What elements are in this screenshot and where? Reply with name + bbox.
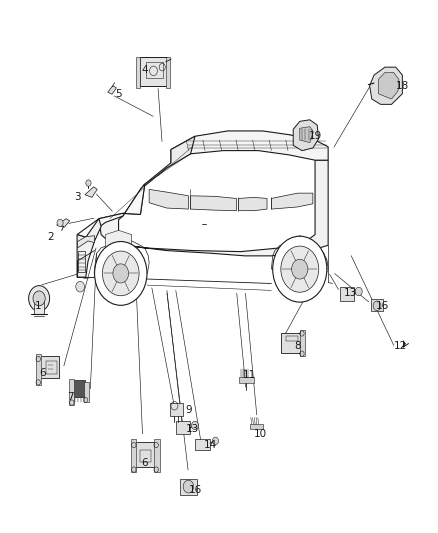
- Bar: [35, 354, 41, 384]
- Polygon shape: [77, 184, 145, 237]
- Polygon shape: [77, 219, 101, 277]
- Polygon shape: [108, 86, 117, 94]
- Text: 16: 16: [376, 301, 389, 311]
- Text: 5: 5: [115, 88, 122, 99]
- Bar: [146, 62, 163, 78]
- Text: 14: 14: [204, 440, 217, 450]
- Bar: [140, 450, 151, 462]
- Circle shape: [102, 251, 139, 296]
- Bar: [371, 300, 383, 311]
- Text: 19: 19: [308, 131, 321, 141]
- Bar: [300, 330, 305, 356]
- Polygon shape: [300, 127, 313, 143]
- Text: 8: 8: [294, 341, 301, 351]
- Polygon shape: [149, 189, 188, 209]
- Bar: [141, 56, 166, 86]
- Bar: [170, 403, 183, 416]
- Polygon shape: [378, 72, 399, 99]
- Bar: [34, 298, 44, 314]
- Text: 9: 9: [185, 405, 192, 415]
- Bar: [135, 442, 159, 467]
- Circle shape: [86, 180, 91, 186]
- Circle shape: [212, 437, 219, 445]
- Polygon shape: [57, 219, 70, 227]
- Bar: [176, 421, 190, 434]
- Circle shape: [355, 287, 362, 296]
- Polygon shape: [239, 197, 267, 211]
- Circle shape: [76, 281, 85, 292]
- Bar: [46, 361, 57, 374]
- Bar: [340, 287, 354, 301]
- Polygon shape: [85, 187, 97, 197]
- Bar: [239, 377, 254, 383]
- Bar: [282, 333, 302, 353]
- Bar: [166, 56, 170, 88]
- Bar: [73, 379, 85, 397]
- Bar: [154, 439, 159, 472]
- Bar: [194, 439, 210, 450]
- Text: 11: 11: [243, 370, 256, 381]
- Text: 7: 7: [67, 392, 74, 402]
- Circle shape: [191, 421, 198, 430]
- Bar: [84, 382, 89, 402]
- Text: 10: 10: [254, 429, 267, 439]
- Circle shape: [292, 259, 308, 279]
- Circle shape: [281, 246, 319, 292]
- Bar: [250, 424, 263, 429]
- Circle shape: [373, 301, 381, 311]
- Bar: [136, 56, 141, 88]
- Text: 18: 18: [396, 81, 409, 91]
- Bar: [286, 336, 298, 341]
- Circle shape: [28, 286, 49, 311]
- Text: 6: 6: [39, 368, 46, 378]
- Polygon shape: [141, 136, 195, 189]
- Bar: [180, 479, 197, 495]
- Polygon shape: [370, 67, 403, 104]
- Text: 13: 13: [343, 288, 357, 298]
- Bar: [131, 439, 137, 472]
- Text: 16: 16: [188, 485, 201, 495]
- Text: 1: 1: [35, 301, 41, 311]
- Text: 2: 2: [48, 232, 54, 243]
- Polygon shape: [272, 193, 313, 209]
- Text: 6: 6: [141, 458, 148, 468]
- Circle shape: [33, 291, 45, 306]
- Circle shape: [57, 219, 63, 227]
- Bar: [39, 356, 59, 378]
- Text: 12: 12: [394, 341, 407, 351]
- Circle shape: [113, 264, 129, 283]
- Polygon shape: [78, 236, 95, 248]
- Bar: [69, 379, 74, 405]
- Circle shape: [183, 480, 194, 493]
- Circle shape: [273, 236, 327, 302]
- Polygon shape: [293, 120, 318, 151]
- Circle shape: [95, 241, 147, 305]
- Polygon shape: [191, 196, 237, 211]
- Polygon shape: [106, 230, 132, 248]
- Polygon shape: [99, 160, 328, 256]
- Text: 3: 3: [74, 192, 81, 203]
- Text: 4: 4: [141, 65, 148, 75]
- Text: 13: 13: [186, 424, 199, 434]
- Polygon shape: [171, 131, 328, 163]
